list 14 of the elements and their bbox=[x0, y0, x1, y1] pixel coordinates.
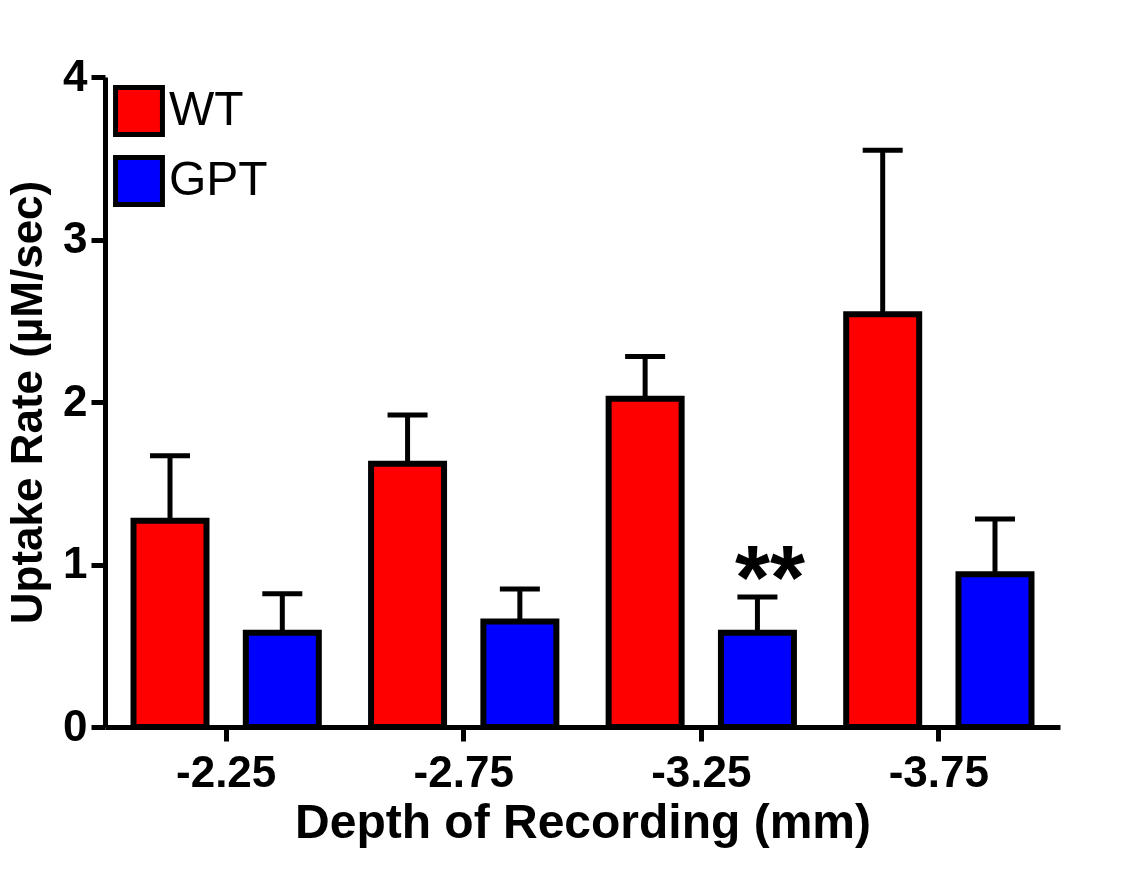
annotation: ** bbox=[734, 528, 806, 628]
x-tick-label: -3.75 bbox=[888, 746, 989, 796]
y-tick-label: 1 bbox=[63, 538, 88, 587]
y-tick-label: 0 bbox=[63, 700, 88, 750]
x-tick-label: -2.75 bbox=[413, 746, 514, 796]
x-axis-title: Depth of Recording (mm) bbox=[295, 794, 871, 848]
y-axis-title: Uptake Rate (µM/sec) bbox=[2, 180, 52, 625]
y-tick-label: 4 bbox=[63, 50, 89, 100]
y-tick-label: 2 bbox=[63, 375, 88, 425]
x-tick-label: -2.25 bbox=[176, 746, 277, 796]
legend-label: WT bbox=[169, 82, 244, 135]
x-tick-label: -3.25 bbox=[651, 746, 752, 796]
legend-label: GPT bbox=[169, 152, 268, 205]
y-tick-label: 3 bbox=[63, 213, 88, 262]
